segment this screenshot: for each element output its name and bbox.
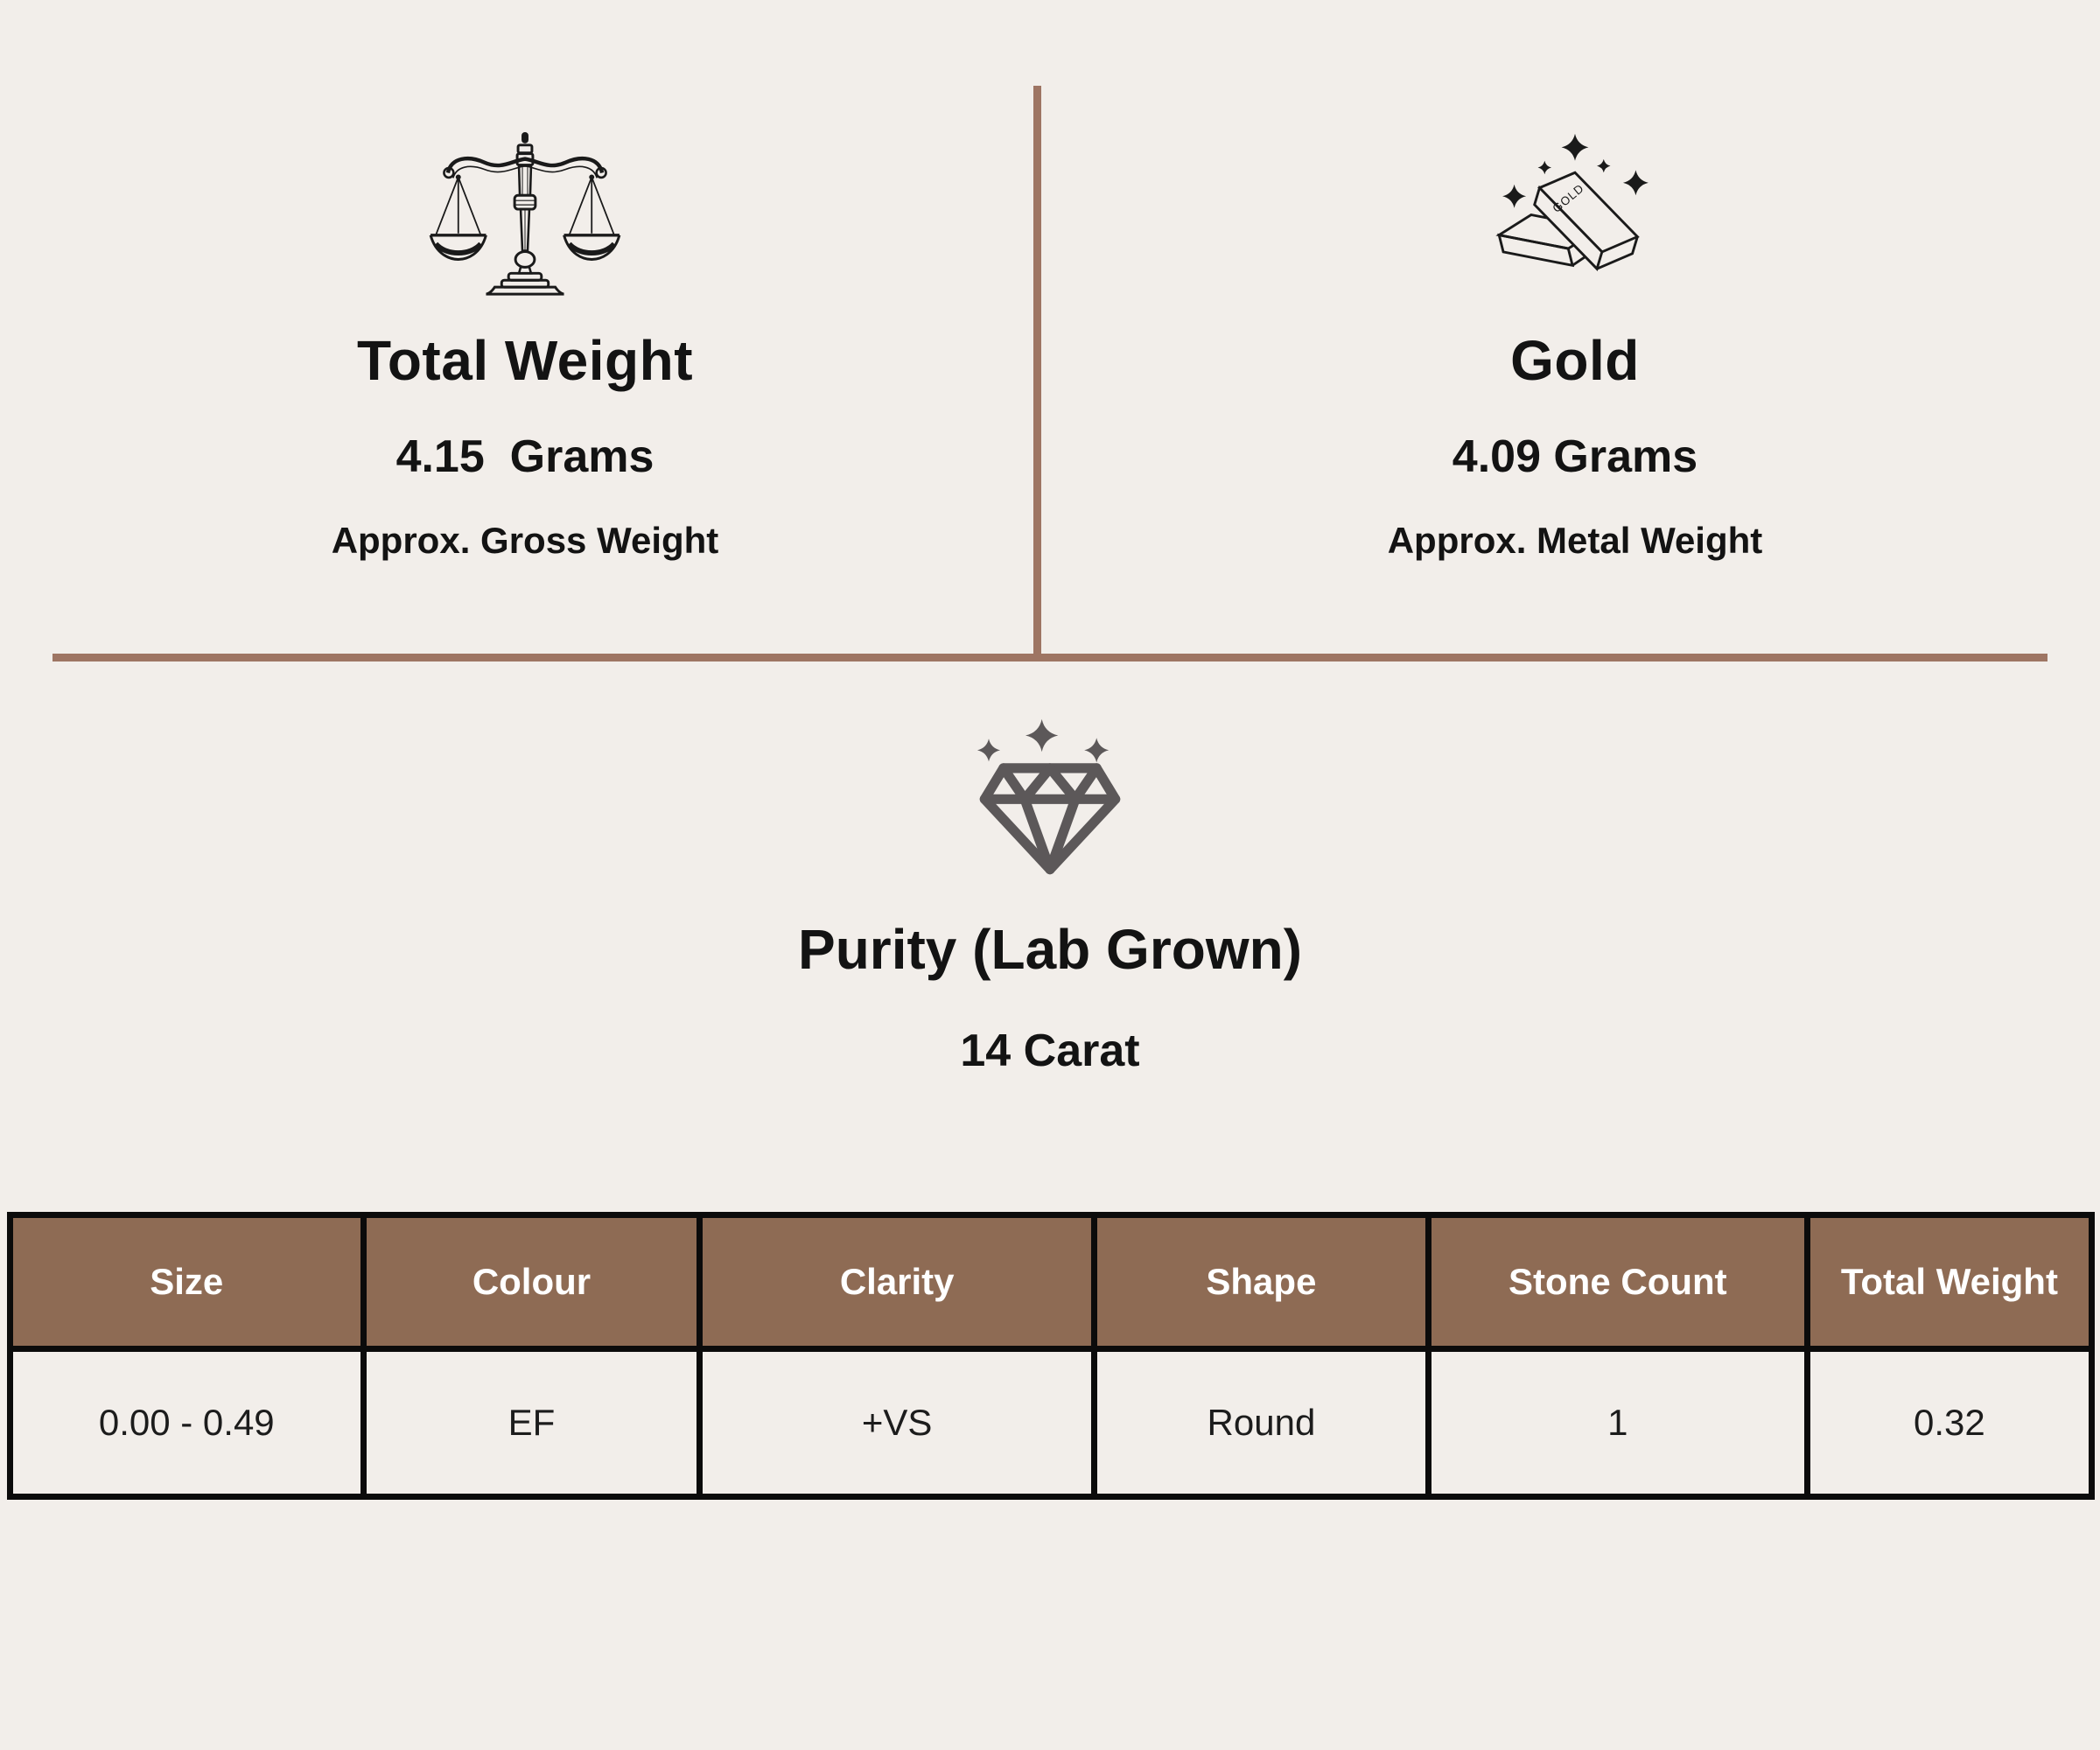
col-header-size: Size <box>13 1218 360 1346</box>
gold-panel: GOLD Gold 4.09 Grams Approx. Metal Weigh… <box>1050 0 2100 661</box>
total-weight-title: Total Weight <box>356 329 694 392</box>
col-header-shape: Shape <box>1096 1218 1425 1346</box>
total-weight-caption: Approx. Gross Weight <box>331 520 719 562</box>
col-header-clarity: Clarity <box>703 1218 1091 1346</box>
top-section: Total Weight 4.15 Grams Approx. Gross We… <box>0 0 2100 661</box>
cell-shape: Round <box>1096 1352 1425 1494</box>
purity-value: 14 Carat <box>960 1025 1140 1076</box>
vertical-divider <box>1033 86 1041 657</box>
gold-caption: Approx. Metal Weight <box>1387 520 1763 562</box>
gold-title: Gold <box>1510 329 1640 392</box>
stone-spec-table: Size Colour Clarity Shape Stone Count To… <box>7 1212 2095 1500</box>
gold-bars-icon: GOLD <box>1489 131 1661 298</box>
cell-size: 0.00 - 0.49 <box>13 1352 360 1494</box>
sparkles <box>1502 133 1648 208</box>
col-header-stone-count: Stone Count <box>1431 1218 1804 1346</box>
horizontal-divider <box>52 654 2048 662</box>
total-weight-value: 4.15 Grams <box>396 430 654 482</box>
gold-value: 4.09 Grams <box>1452 430 1698 482</box>
cell-colour: EF <box>366 1352 697 1494</box>
total-weight-panel: Total Weight 4.15 Grams Approx. Gross We… <box>0 0 1050 661</box>
diamond-icon <box>964 716 1136 878</box>
col-header-colour: Colour <box>366 1218 697 1346</box>
purity-title: Purity (Lab Grown) <box>798 918 1302 981</box>
sparkles <box>976 718 1110 762</box>
cell-total-weight: 0.32 <box>1810 1352 2089 1494</box>
cell-stone-count: 1 <box>1431 1352 1804 1494</box>
cell-clarity: +VS <box>703 1352 1091 1494</box>
col-header-total-weight: Total Weight <box>1810 1218 2089 1346</box>
balance-scale-icon <box>425 131 625 298</box>
purity-section: Purity (Lab Grown) 14 Carat <box>0 716 2100 1078</box>
